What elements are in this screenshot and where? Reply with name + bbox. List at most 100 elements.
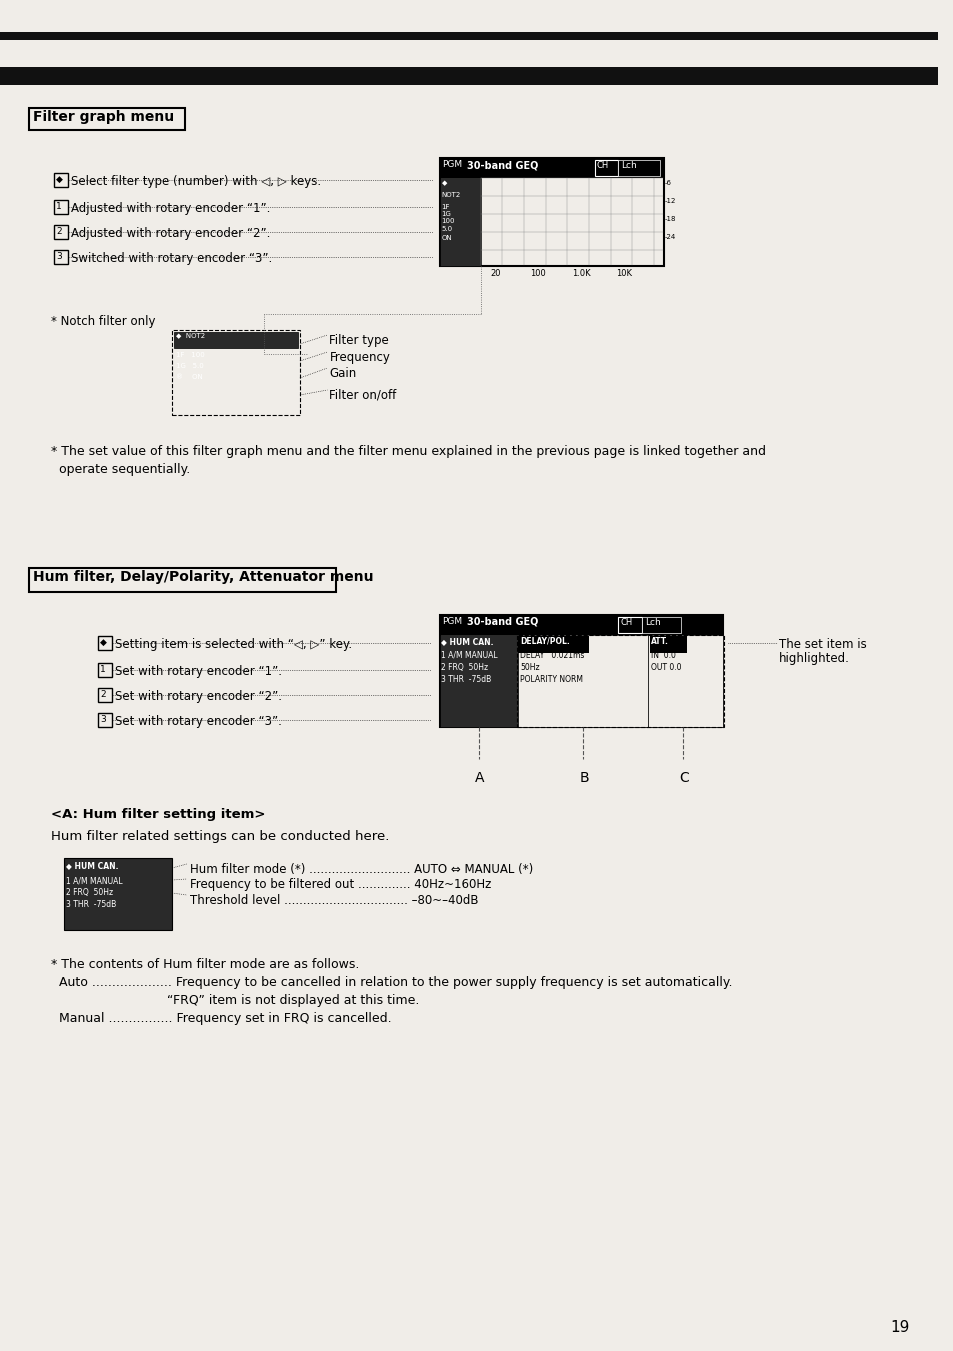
Text: 1 A/M MANUAL: 1 A/M MANUAL — [441, 651, 497, 661]
Text: IN  0.0: IN 0.0 — [650, 651, 675, 661]
Text: operate sequentially.: operate sequentially. — [51, 463, 191, 476]
Text: Filter on/off: Filter on/off — [329, 389, 396, 403]
Text: 1F: 1F — [441, 204, 450, 209]
Bar — [517, 636, 588, 653]
Text: 1G: 1G — [441, 211, 451, 218]
Bar — [0, 68, 937, 85]
Bar — [618, 159, 659, 176]
Text: Hum filter related settings can be conducted here.: Hum filter related settings can be condu… — [51, 830, 389, 843]
Text: 100: 100 — [441, 218, 455, 224]
Text: ®    ON: ® ON — [175, 374, 203, 380]
Bar — [439, 615, 722, 635]
Bar — [173, 332, 297, 349]
Text: Hum filter, Delay/Polarity, Attenuator menu: Hum filter, Delay/Polarity, Attenuator m… — [33, 570, 374, 584]
Text: The set item is: The set item is — [778, 638, 865, 651]
Text: Lch: Lch — [644, 617, 660, 627]
Bar — [54, 200, 68, 213]
Text: <A: Hum filter setting item>: <A: Hum filter setting item> — [51, 808, 265, 821]
Text: Setting item is selected with “◁, ▷” key.: Setting item is selected with “◁, ▷” key… — [115, 638, 352, 651]
Text: Adjusted with rotary encoder “2”.: Adjusted with rotary encoder “2”. — [71, 227, 270, 240]
Text: 2 FRQ  50Hz: 2 FRQ 50Hz — [66, 888, 112, 897]
Text: 3 THR  -75dB: 3 THR -75dB — [66, 900, 116, 909]
Text: ◆: ◆ — [56, 176, 63, 184]
Bar — [439, 158, 663, 266]
Text: * Notch filter only: * Notch filter only — [51, 315, 155, 328]
Text: 1: 1 — [56, 203, 62, 211]
Text: 3 THR  -75dB: 3 THR -75dB — [441, 676, 491, 684]
Bar — [439, 615, 722, 727]
Text: ◆: ◆ — [100, 638, 107, 647]
Text: 1.0K: 1.0K — [572, 269, 590, 278]
Bar — [54, 250, 68, 263]
Bar — [618, 617, 641, 634]
Text: * The set value of this filter graph menu and the filter menu explained in the p: * The set value of this filter graph men… — [51, 444, 765, 458]
Text: CH: CH — [619, 617, 632, 627]
Bar — [98, 713, 112, 727]
Bar — [0, 32, 937, 41]
Text: Lch: Lch — [620, 161, 637, 170]
Bar — [30, 108, 185, 130]
Text: Filter graph menu: Filter graph menu — [33, 109, 174, 124]
Text: POLARITY NORM: POLARITY NORM — [519, 676, 582, 684]
Text: ON: ON — [441, 235, 452, 240]
Text: Set with rotary encoder “2”.: Set with rotary encoder “2”. — [115, 690, 282, 703]
Text: DELAY   0.021ms: DELAY 0.021ms — [519, 651, 584, 661]
Text: 1 A/M MANUAL: 1 A/M MANUAL — [66, 875, 122, 885]
Text: Gain: Gain — [329, 367, 356, 380]
Text: -6: -6 — [664, 180, 671, 186]
Bar — [98, 688, 112, 703]
Text: ◆ HUM CAN.: ◆ HUM CAN. — [441, 638, 494, 646]
Text: 3: 3 — [100, 715, 106, 724]
Text: Filter type: Filter type — [329, 334, 389, 347]
Bar — [517, 635, 647, 727]
Bar — [30, 567, 335, 592]
Text: Select filter type (number) with ◁, ▷ keys.: Select filter type (number) with ◁, ▷ ke… — [71, 176, 320, 188]
Text: -24: -24 — [664, 234, 676, 240]
Bar — [54, 173, 68, 186]
Text: ◆: ◆ — [441, 180, 446, 186]
Text: 2 FRQ  50Hz: 2 FRQ 50Hz — [441, 663, 488, 671]
Text: -12: -12 — [664, 199, 676, 204]
Text: 100: 100 — [530, 269, 545, 278]
Bar — [98, 663, 112, 677]
Bar — [517, 635, 723, 727]
Text: PGM: PGM — [442, 159, 462, 169]
Text: OUT 0.0: OUT 0.0 — [650, 663, 680, 671]
Text: Frequency to be filtered out .............. 40Hz~160Hz: Frequency to be filtered out ...........… — [190, 878, 491, 892]
Bar — [439, 178, 480, 266]
Text: ATT.: ATT. — [650, 638, 668, 646]
Text: Manual ................ Frequency set in FRQ is cancelled.: Manual ................ Frequency set in… — [51, 1012, 392, 1025]
Bar — [439, 635, 517, 727]
Text: 1: 1 — [100, 665, 106, 674]
Text: Frequency: Frequency — [329, 351, 390, 363]
Bar — [98, 636, 112, 650]
Text: 19: 19 — [889, 1320, 908, 1335]
Text: ◆  NOT2: ◆ NOT2 — [175, 332, 205, 338]
Text: 2: 2 — [100, 690, 106, 698]
Text: Hum filter mode (*) ........................... AUTO ⇔ MANUAL (*): Hum filter mode (*) ....................… — [190, 863, 533, 875]
Text: 5.0: 5.0 — [441, 226, 452, 232]
Text: Adjusted with rotary encoder “1”.: Adjusted with rotary encoder “1”. — [71, 203, 270, 215]
Bar — [64, 858, 172, 929]
Text: 2: 2 — [56, 227, 62, 236]
Text: * The contents of Hum filter mode are as follows.: * The contents of Hum filter mode are as… — [51, 958, 359, 971]
Text: Set with rotary encoder “3”.: Set with rotary encoder “3”. — [115, 715, 282, 728]
Text: A: A — [475, 771, 484, 785]
Text: NOT2: NOT2 — [441, 192, 460, 199]
Text: highlighted.: highlighted. — [778, 653, 849, 665]
Bar — [172, 330, 299, 415]
Text: 30-band GEQ: 30-band GEQ — [467, 159, 537, 170]
Text: 1G   5.0: 1G 5.0 — [175, 363, 204, 369]
Text: ◆ HUM CAN.: ◆ HUM CAN. — [66, 861, 118, 870]
Text: Auto .................... Frequency to be cancelled in relation to the power sup: Auto .................... Frequency to b… — [51, 975, 732, 989]
Text: Switched with rotary encoder “3”.: Switched with rotary encoder “3”. — [71, 253, 272, 265]
Text: -18: -18 — [664, 216, 676, 222]
Text: 50Hz: 50Hz — [519, 663, 539, 671]
Bar — [641, 617, 680, 634]
Text: CH: CH — [597, 161, 608, 170]
Bar — [54, 226, 68, 239]
Text: 20: 20 — [490, 269, 500, 278]
Bar — [595, 159, 618, 176]
Text: DELAY/POL.: DELAY/POL. — [519, 638, 569, 646]
Text: 30-band GEQ: 30-band GEQ — [467, 617, 537, 627]
